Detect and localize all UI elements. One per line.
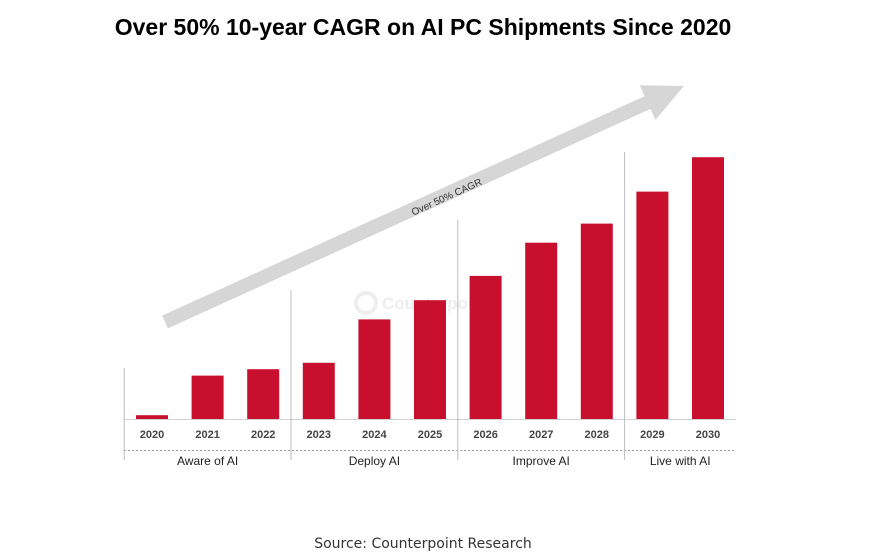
bar-2029 bbox=[636, 191, 669, 419]
bar-2024 bbox=[358, 319, 391, 419]
tick-label-2023: 2023 bbox=[307, 429, 331, 441]
tick-label-2028: 2028 bbox=[585, 429, 609, 441]
bar-2027 bbox=[525, 242, 558, 419]
phase-label-1: Aware of AI bbox=[177, 454, 238, 468]
tick-label-2020: 2020 bbox=[140, 429, 164, 441]
bar-2023 bbox=[302, 362, 335, 419]
tick-label-2025: 2025 bbox=[418, 429, 442, 441]
phase-label-3: Improve AI bbox=[513, 454, 570, 468]
source-note: Source: Counterpoint Research bbox=[314, 536, 532, 552]
tick-label-2030: 2030 bbox=[696, 429, 720, 441]
chart-title: Over 50% 10-year CAGR on AI PC Shipments… bbox=[114, 14, 732, 40]
bar-chart: Counterpoint Over 50% CAGR 2020202120222… bbox=[123, 85, 736, 468]
tick-label-2029: 2029 bbox=[640, 429, 664, 441]
tick-label-2022: 2022 bbox=[251, 429, 275, 441]
tick-label-2024: 2024 bbox=[362, 429, 387, 441]
phases: Aware of AI Deploy AI Improve AI Live with … bbox=[123, 152, 711, 468]
bar-2025 bbox=[414, 300, 446, 419]
tick-label-2026: 2026 bbox=[473, 429, 497, 441]
tick-label-2021: 2021 bbox=[195, 429, 219, 441]
phase-label-4: Live with AI bbox=[650, 454, 711, 468]
bars bbox=[136, 157, 724, 419]
bar-2022 bbox=[247, 369, 280, 419]
bar-2028 bbox=[580, 223, 613, 419]
arrow-shape bbox=[162, 85, 685, 329]
tick-label-2027: 2027 bbox=[529, 429, 553, 441]
phase-label-2: Deploy AI bbox=[349, 454, 400, 468]
bar-2021 bbox=[191, 375, 224, 419]
bar-2020 bbox=[136, 415, 168, 419]
cagr-annotation: Over 50% CAGR bbox=[410, 177, 484, 219]
bar-2030 bbox=[692, 157, 724, 419]
x-axis: 2020 2021 2022 2023 2024 2025 2026 2027 2028 2029… bbox=[124, 419, 736, 451]
bar-2026 bbox=[469, 275, 502, 419]
